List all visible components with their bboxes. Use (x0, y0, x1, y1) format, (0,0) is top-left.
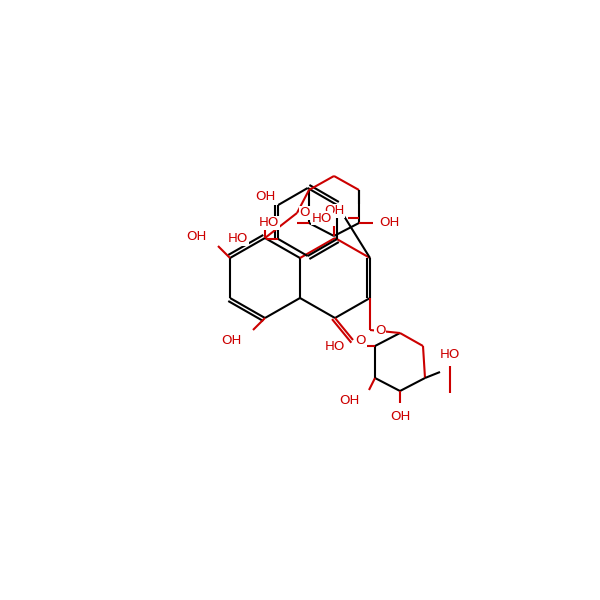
Text: HO: HO (228, 232, 248, 245)
Text: OH: OH (255, 191, 275, 203)
Text: OH: OH (390, 409, 410, 422)
Text: HO: HO (325, 340, 345, 352)
Text: HO: HO (259, 217, 279, 229)
Text: OH: OH (324, 205, 344, 217)
Text: O: O (375, 323, 385, 337)
Text: HO: HO (440, 347, 460, 361)
Text: O: O (300, 206, 310, 220)
Text: OH: OH (340, 394, 360, 407)
Text: OH: OH (221, 334, 242, 346)
Text: HO: HO (311, 211, 332, 224)
Text: OH: OH (379, 217, 399, 229)
Text: OH: OH (187, 229, 207, 242)
Text: O: O (356, 334, 366, 346)
